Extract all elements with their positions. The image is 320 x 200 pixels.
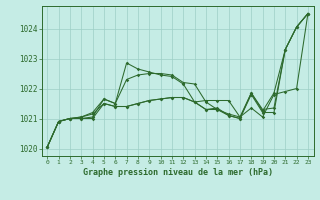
X-axis label: Graphe pression niveau de la mer (hPa): Graphe pression niveau de la mer (hPa): [83, 168, 273, 177]
